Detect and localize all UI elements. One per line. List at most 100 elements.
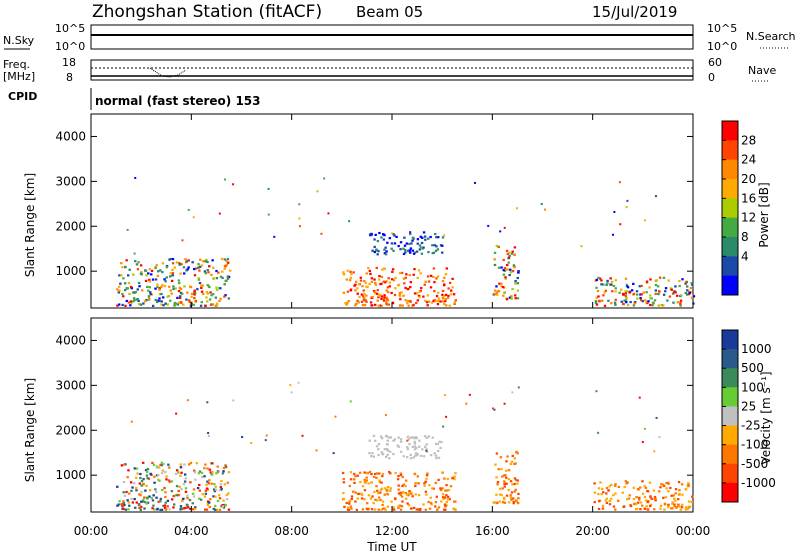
echo-mark bbox=[402, 455, 405, 458]
echo-mark bbox=[363, 292, 366, 295]
echo-mark bbox=[380, 236, 383, 239]
echo-mark bbox=[365, 471, 368, 475]
echo-mark bbox=[215, 302, 219, 305]
echo-mark bbox=[454, 299, 458, 302]
echo-mark bbox=[663, 508, 666, 511]
echo-mark bbox=[347, 506, 350, 509]
echo-mark bbox=[370, 233, 373, 236]
echo-mark bbox=[182, 266, 186, 269]
echo-mark bbox=[690, 296, 694, 299]
echo-mark bbox=[380, 275, 384, 279]
echo-mark bbox=[363, 297, 366, 300]
echo-mark bbox=[437, 478, 440, 481]
echo-mark bbox=[189, 285, 193, 289]
echo-mark bbox=[218, 508, 222, 511]
echo-mark bbox=[165, 264, 169, 268]
echo-mark bbox=[125, 287, 129, 290]
echo-mark bbox=[446, 498, 450, 501]
echo-mark bbox=[425, 477, 428, 480]
echo-mark bbox=[432, 299, 435, 303]
echo-mark bbox=[516, 276, 519, 280]
echo-mark bbox=[644, 486, 648, 489]
echo-mark bbox=[196, 288, 199, 291]
colorbar-segment bbox=[722, 349, 738, 369]
echo-mark bbox=[434, 501, 438, 504]
echo-mark bbox=[224, 178, 227, 181]
echo-mark bbox=[349, 478, 353, 481]
echo-mark bbox=[435, 236, 438, 239]
velocity-colorbar-label: Velocity [m s⁻¹] bbox=[759, 371, 773, 464]
echo-mark bbox=[138, 506, 142, 509]
echo-mark bbox=[211, 470, 214, 474]
echo-mark bbox=[370, 508, 374, 511]
echo-mark bbox=[220, 487, 223, 490]
echo-mark bbox=[660, 483, 663, 486]
echo-mark bbox=[139, 494, 142, 497]
echo-mark bbox=[152, 494, 155, 497]
echo-mark bbox=[120, 274, 123, 277]
echo-mark bbox=[203, 467, 206, 470]
echo-mark bbox=[447, 294, 450, 298]
echo-mark bbox=[387, 303, 391, 306]
echo-mark bbox=[686, 508, 689, 511]
echo-mark bbox=[651, 304, 654, 307]
echo-mark bbox=[598, 500, 601, 503]
echo-mark bbox=[350, 495, 354, 498]
echo-mark bbox=[397, 488, 400, 491]
echo-mark bbox=[354, 289, 357, 292]
echo-mark bbox=[385, 443, 389, 446]
echo-mark bbox=[401, 484, 404, 488]
echo-mark bbox=[377, 496, 381, 499]
echo-mark bbox=[396, 444, 399, 447]
echo-mark bbox=[393, 242, 397, 245]
echo-mark bbox=[128, 268, 131, 271]
echo-mark bbox=[690, 291, 693, 294]
echo-mark bbox=[445, 267, 449, 270]
echo-mark bbox=[395, 235, 398, 239]
echo-mark bbox=[648, 504, 652, 508]
echo-mark bbox=[368, 233, 372, 236]
echo-mark bbox=[156, 478, 160, 481]
echo-mark bbox=[379, 293, 382, 296]
echo-mark bbox=[140, 484, 143, 487]
echo-mark bbox=[186, 494, 189, 497]
echo-mark bbox=[206, 480, 209, 483]
echo-mark bbox=[170, 279, 174, 283]
freq-panel: Freq. [MHz] 18 8 60 0 Nave bbox=[3, 56, 776, 84]
echo-mark bbox=[392, 452, 395, 456]
echo-mark bbox=[653, 508, 656, 511]
echo-mark bbox=[342, 477, 345, 481]
echo-mark bbox=[130, 301, 133, 304]
echo-mark bbox=[502, 273, 506, 276]
echo-mark bbox=[182, 507, 186, 510]
echo-mark bbox=[381, 503, 384, 507]
echo-mark bbox=[411, 249, 415, 252]
echo-mark bbox=[127, 501, 131, 504]
echo-mark bbox=[662, 276, 666, 279]
echo-mark bbox=[397, 283, 401, 286]
echo-mark bbox=[638, 285, 641, 288]
echo-mark bbox=[145, 285, 149, 289]
echo-mark bbox=[197, 472, 201, 475]
echo-mark bbox=[171, 268, 174, 271]
echo-mark bbox=[404, 286, 407, 290]
echo-mark bbox=[162, 504, 165, 508]
echo-mark bbox=[363, 489, 367, 492]
echo-mark bbox=[672, 301, 675, 304]
echo-mark bbox=[404, 276, 407, 279]
echo-mark bbox=[398, 295, 402, 298]
echo-mark bbox=[493, 408, 496, 411]
echo-mark bbox=[504, 277, 507, 280]
echo-mark bbox=[155, 466, 159, 469]
echo-mark bbox=[116, 288, 119, 291]
echo-mark bbox=[674, 499, 677, 502]
echo-mark bbox=[342, 491, 345, 495]
echo-mark bbox=[223, 295, 226, 298]
echo-mark bbox=[503, 501, 507, 504]
echo-mark bbox=[164, 470, 167, 474]
colorbar-segment bbox=[722, 198, 738, 219]
echo-mark bbox=[357, 492, 360, 495]
echo-mark bbox=[369, 301, 373, 304]
echo-mark bbox=[509, 271, 513, 274]
echo-mark bbox=[503, 267, 507, 270]
